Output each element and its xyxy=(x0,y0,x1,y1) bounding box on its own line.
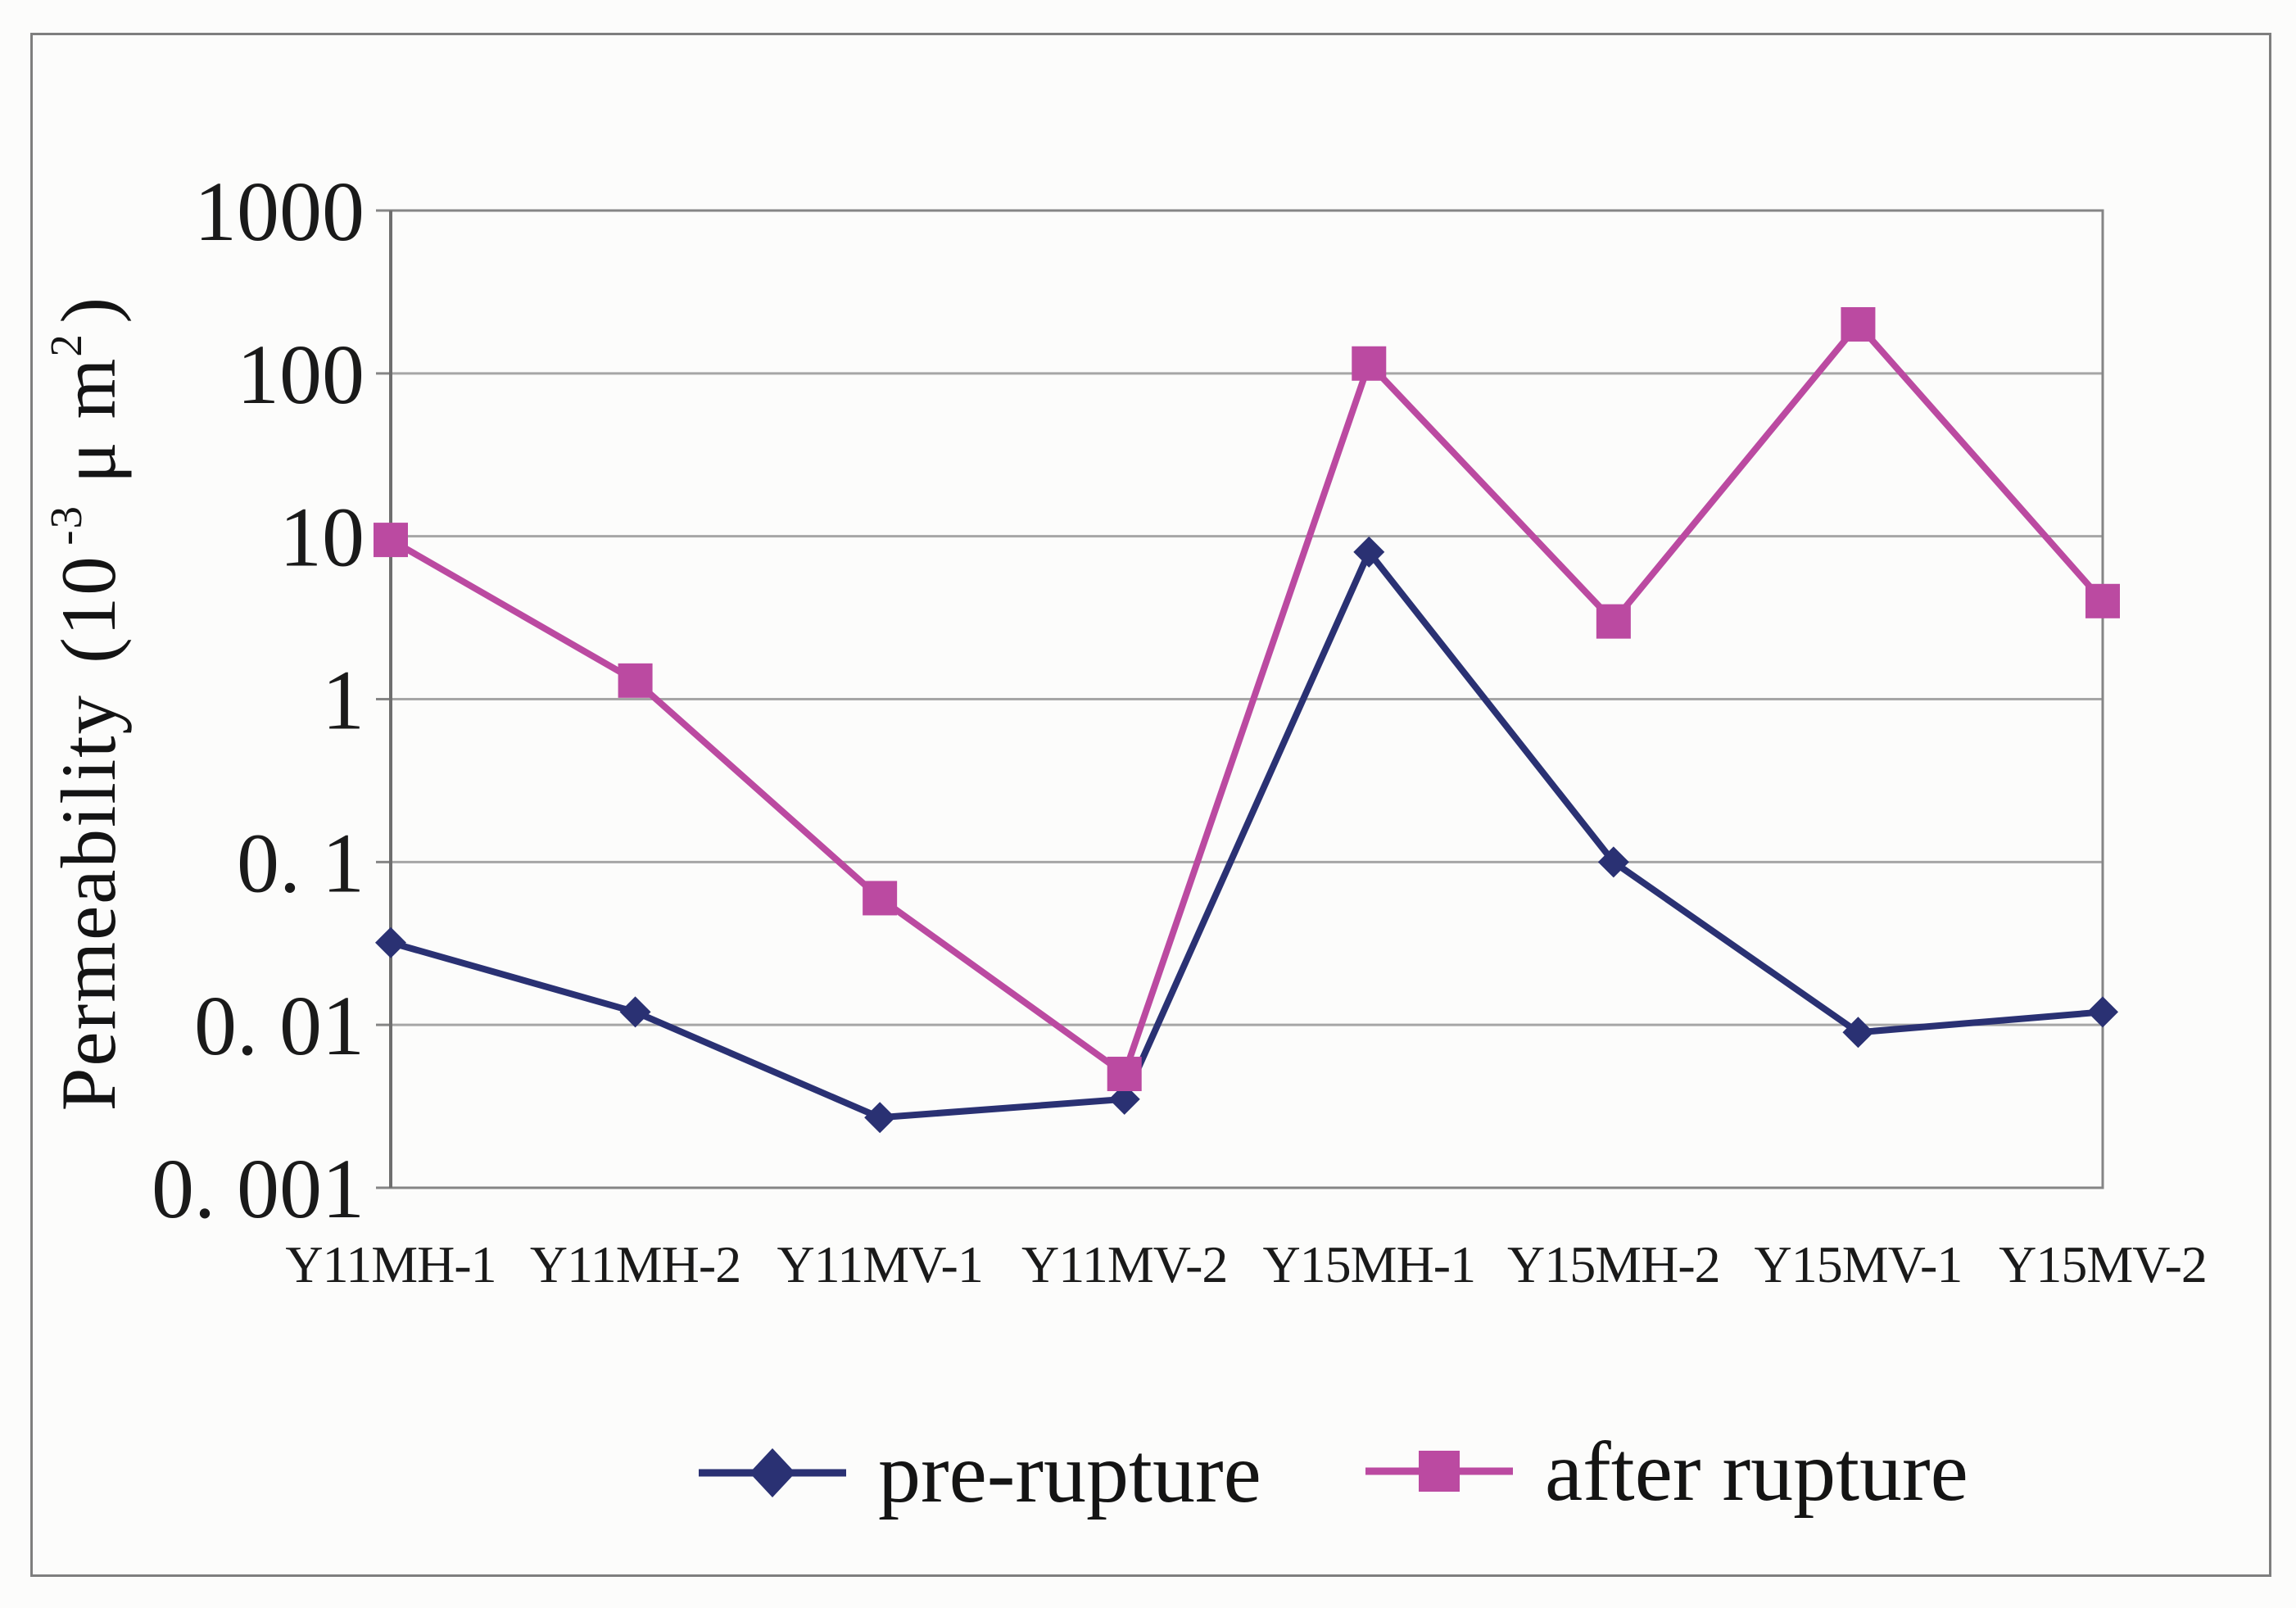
series-line-pre-rupture xyxy=(389,548,2104,1121)
x-tick-label: Y15MH-1 xyxy=(1262,1235,1475,1293)
data-point-pre-rupture xyxy=(2087,996,2118,1028)
x-tick-label: Y15MV-2 xyxy=(1999,1235,2207,1293)
y-axis-unit-close: ) xyxy=(45,295,132,324)
y-axis-unit-mid: μ m xyxy=(45,356,132,505)
data-point-after-rupture xyxy=(618,663,653,698)
x-tick-label: Y15MV-1 xyxy=(1755,1235,1963,1293)
y-tick-label: 1 xyxy=(322,654,365,748)
legend-item-after-rupture: after rupture xyxy=(1361,1422,1968,1520)
data-point-pre-rupture xyxy=(1353,536,1385,568)
x-tick-label: Y15MH-2 xyxy=(1507,1235,1720,1293)
series-line-after-rupture xyxy=(389,320,2105,1078)
legend-item-pre-rupture: pre-rupture xyxy=(695,1424,1261,1522)
data-point-after-rupture xyxy=(2085,583,2120,618)
data-point-after-rupture xyxy=(1352,346,1387,381)
y-tick-label: 0. 1 xyxy=(237,816,365,910)
y-tick-label: 0. 001 xyxy=(152,1142,365,1236)
x-tick-label: Y11MH-1 xyxy=(285,1235,496,1293)
data-point-pre-rupture xyxy=(864,1102,896,1134)
data-point-pre-rupture xyxy=(1108,1083,1140,1115)
data-point-after-rupture xyxy=(1841,306,1876,342)
data-point-after-rupture xyxy=(1596,604,1631,639)
data-point-after-rupture xyxy=(863,881,898,916)
x-tick-label: Y11MV-2 xyxy=(1021,1235,1227,1293)
x-tick-label: Y11MH-2 xyxy=(530,1235,740,1293)
legend-label-pre-rupture: pre-rupture xyxy=(878,1425,1261,1520)
y-axis-unit-square: 2 xyxy=(41,333,92,357)
x-tick-label: Y11MV-1 xyxy=(777,1235,982,1293)
y-tick-label: 100 xyxy=(237,328,365,422)
y-axis-unit-exponent: -3 xyxy=(41,504,92,546)
y-tick-label: 1000 xyxy=(194,165,365,259)
y-axis-title-text: Permeability xyxy=(45,673,132,1112)
legend-label-after-rupture: after rupture xyxy=(1545,1424,1968,1519)
after-rupture-square-marker-icon xyxy=(1365,1451,1513,1492)
y-tick-label: 10 xyxy=(279,491,365,585)
data-point-pre-rupture xyxy=(619,996,651,1028)
data-point-pre-rupture xyxy=(1597,846,1629,878)
pre-rupture-diamond-marker-icon xyxy=(699,1448,846,1497)
data-point-after-rupture xyxy=(1107,1057,1142,1092)
data-point-after-rupture xyxy=(374,523,408,558)
data-point-pre-rupture xyxy=(1842,1017,1874,1049)
y-axis-title: Permeability (10 -3 μ m2) xyxy=(41,287,134,1112)
data-point-pre-rupture xyxy=(375,926,406,958)
y-axis-unit-open: (10 xyxy=(45,555,132,664)
y-tick-label: 0. 01 xyxy=(194,979,365,1073)
